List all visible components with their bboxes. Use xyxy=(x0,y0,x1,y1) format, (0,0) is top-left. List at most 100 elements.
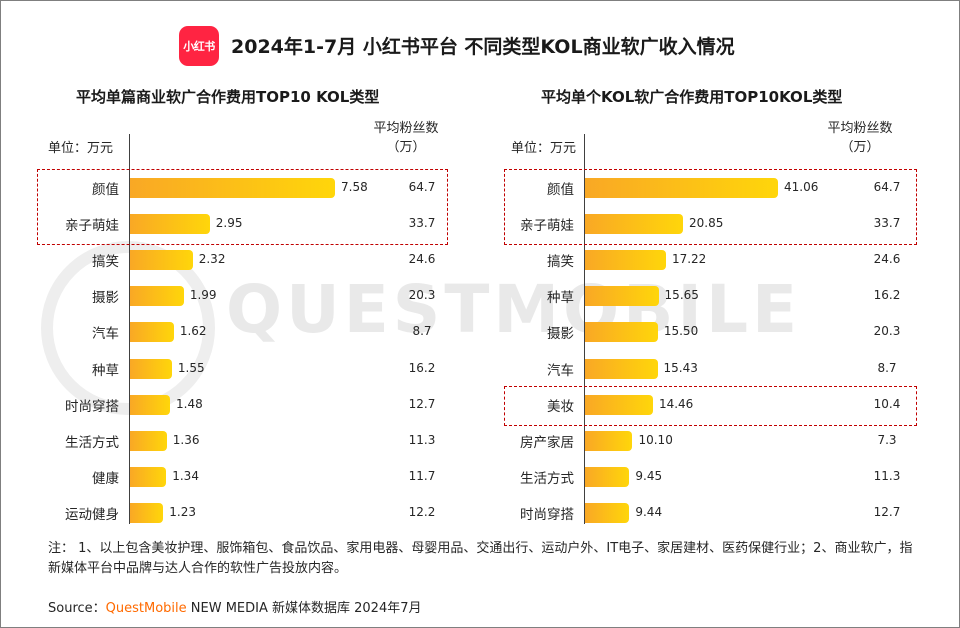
left-fans-label: 24.6 xyxy=(408,252,436,267)
left-category-label: 运动健身 xyxy=(65,506,119,523)
left-fans-label: 12.7 xyxy=(408,396,436,411)
right-value-label: 17.22 xyxy=(671,252,707,267)
right-category-label: 美妆 xyxy=(547,398,574,415)
right-fans-label: 16.2 xyxy=(873,288,901,303)
right-fans-label: 7.3 xyxy=(877,432,897,447)
right-bar xyxy=(585,358,658,379)
right-value-label: 9.45 xyxy=(635,468,663,483)
right-fans-label: 8.7 xyxy=(877,360,897,375)
source-line: Source：QuestMobile NEW MEDIA 新媒体数据库 2024… xyxy=(48,597,422,616)
left-fans-label: 20.3 xyxy=(408,288,436,303)
left-bar xyxy=(130,178,335,198)
left-bar xyxy=(130,430,167,451)
left-highlight-box xyxy=(37,169,448,246)
left-bar xyxy=(130,214,210,235)
right-bar xyxy=(585,466,630,487)
footnote: 注： 1、以上包含美妆护理、服饰箱包、食品饮品、家用电器、母婴用品、交通出行、运… xyxy=(48,541,913,576)
left-value-label: 1.34 xyxy=(172,468,199,483)
left-category-label: 种草 xyxy=(92,362,119,379)
left-chart-title: 平均单篇商业软广合作费用TOP10 KOL类型 xyxy=(76,88,380,106)
left-bar xyxy=(130,250,193,271)
right-value-label: 15.43 xyxy=(663,360,698,375)
left-value-label: 2.95 xyxy=(215,216,243,231)
left-category-label: 搞笑 xyxy=(92,254,119,271)
left-bar xyxy=(130,502,164,523)
left-category-label: 摄影 xyxy=(92,290,119,307)
right-value-label: 15.50 xyxy=(663,324,699,339)
right-axis-line xyxy=(584,134,585,524)
right-bar xyxy=(585,214,683,235)
right-bar xyxy=(585,178,778,198)
right-bar xyxy=(585,394,653,415)
left-category-label: 汽车 xyxy=(92,326,119,343)
right-category-label: 生活方式 xyxy=(520,470,574,487)
left-fans-header: 平均粉丝数 （万） xyxy=(351,119,461,157)
right-bar xyxy=(585,286,659,307)
right-fans-header: 平均粉丝数 （万） xyxy=(805,119,915,157)
right-fans-label: 10.4 xyxy=(873,396,901,411)
main-title: 2024年1-7月 小红书平台 不同类型KOL商业软广收入情况 xyxy=(231,36,735,58)
left-axis-line xyxy=(129,134,130,524)
left-category-label: 生活方式 xyxy=(65,434,119,451)
right-fans-label: 64.7 xyxy=(873,180,901,194)
left-value-label: 2.32 xyxy=(198,252,226,267)
right-highlight-box xyxy=(504,385,917,426)
right-fans-label: 11.3 xyxy=(873,468,901,483)
left-fans-label: 33.7 xyxy=(408,216,436,231)
right-category-label: 时尚穿搭 xyxy=(520,506,574,523)
right-category-label: 汽车 xyxy=(547,362,574,379)
right-fans-label: 12.7 xyxy=(873,504,901,519)
right-fans-header-line2: （万） xyxy=(840,140,880,155)
left-value-label: 1.99 xyxy=(189,288,217,303)
left-bar xyxy=(130,394,171,415)
right-value-label: 10.10 xyxy=(638,432,673,447)
right-bar xyxy=(585,322,658,343)
source-prefix: Source： xyxy=(48,601,106,616)
left-category-label: 时尚穿搭 xyxy=(65,398,119,415)
right-highlight-box xyxy=(504,169,917,246)
left-category-label: 颜值 xyxy=(92,182,119,198)
right-category-label: 种草 xyxy=(547,290,574,307)
right-value-label: 9.44 xyxy=(635,504,663,519)
watermark: QUESTMOBILE xyxy=(226,271,802,348)
xiaohongshu-logo: 小红书 xyxy=(179,26,219,66)
left-value-label: 1.36 xyxy=(172,432,200,447)
source-suffix: NEW MEDIA 新媒体数据库 2024年7月 xyxy=(186,601,422,616)
left-bar xyxy=(130,322,174,343)
left-category-label: 亲子萌娃 xyxy=(65,218,119,235)
left-value-label: 1.23 xyxy=(169,504,196,519)
right-unit-label: 单位：万元 xyxy=(511,141,577,156)
left-unit-label: 单位：万元 xyxy=(48,141,114,156)
left-bar xyxy=(130,466,167,487)
left-fans-label: 8.7 xyxy=(412,324,432,339)
left-fans-label: 12.2 xyxy=(408,504,436,519)
right-value-label: 20.85 xyxy=(689,216,724,231)
left-fans-header-line2: （万） xyxy=(386,140,426,155)
left-fans-label: 11.3 xyxy=(408,432,436,447)
left-bar xyxy=(130,358,172,379)
right-category-label: 房产家居 xyxy=(520,434,574,451)
right-chart-title: 平均单个KOL软广合作费用TOP10KOL类型 xyxy=(541,88,843,106)
right-value-label: 14.46 xyxy=(658,396,694,411)
left-fans-header-line1: 平均粉丝数 xyxy=(373,121,439,136)
right-category-label: 颜值 xyxy=(547,182,574,198)
right-fans-label: 20.3 xyxy=(873,324,901,339)
left-fans-label: 64.7 xyxy=(408,180,436,194)
right-value-label: 15.65 xyxy=(664,288,699,303)
right-fans-header-line1: 平均粉丝数 xyxy=(827,121,893,136)
left-value-label: 1.48 xyxy=(176,396,203,411)
right-fans-label: 33.7 xyxy=(873,216,901,231)
source-brand: QuestMobile xyxy=(105,601,187,616)
left-value-label: 1.62 xyxy=(179,324,207,339)
right-bar xyxy=(585,430,633,451)
right-value-label: 41.06 xyxy=(784,180,819,194)
left-fans-label: 11.7 xyxy=(408,468,436,483)
right-fans-label: 24.6 xyxy=(873,252,901,267)
right-category-label: 搞笑 xyxy=(547,254,574,271)
right-bar xyxy=(585,502,630,523)
right-category-label: 摄影 xyxy=(547,326,574,343)
left-value-label: 1.55 xyxy=(177,360,205,375)
right-category-label: 亲子萌娃 xyxy=(520,218,574,235)
left-bar xyxy=(130,286,184,307)
